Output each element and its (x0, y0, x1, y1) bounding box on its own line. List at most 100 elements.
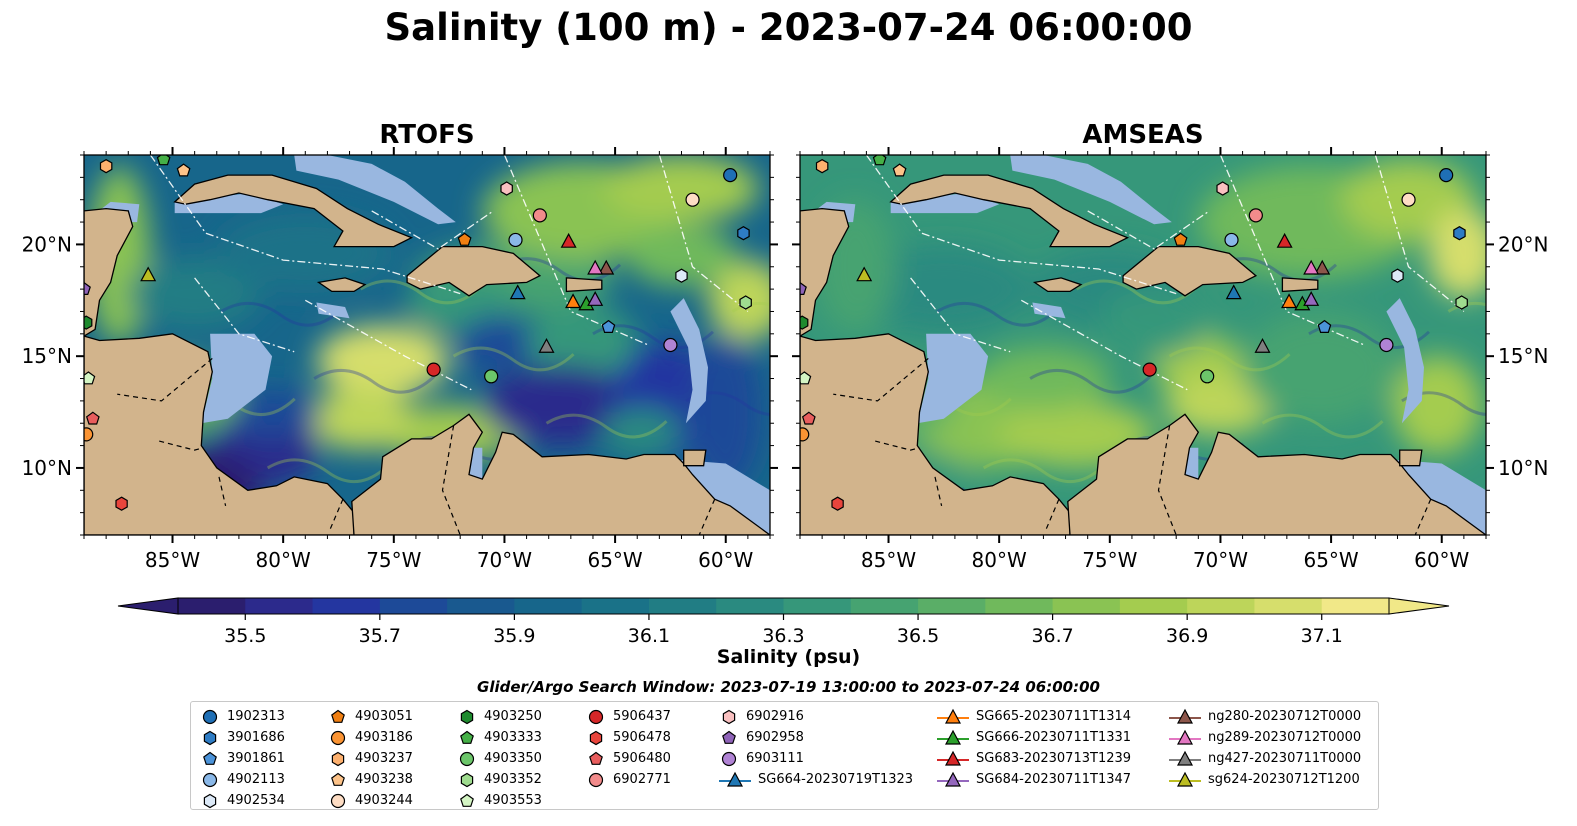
argo-float-4903244 (685, 192, 700, 207)
eez-boundary (149, 155, 461, 295)
colorbar-swatch (514, 598, 583, 614)
argo-float-6903111 (1379, 337, 1394, 353)
colorbar-tick-label: 36.1 (628, 625, 670, 647)
legend-marker-icon (721, 751, 737, 766)
glider-ng289-20230712T0000 (587, 259, 604, 275)
y-tick-label: 20°N (22, 232, 72, 256)
legend-item: 6903111 (718, 748, 913, 769)
figure-title: Salinity (100 m) - 2023-07-24 06:00:00 (384, 6, 1193, 49)
salinity-patch (460, 315, 532, 370)
legend-label: 5906480 (613, 751, 671, 766)
salinity-patch (1428, 208, 1486, 299)
salinity-patch (316, 324, 450, 397)
legend-item: 4903244 (327, 790, 413, 811)
argo-float-4902113 (1224, 232, 1239, 248)
colorbar-tick-label: 35.7 (359, 625, 401, 647)
colorbar-swatch (1187, 598, 1255, 614)
legend-title: Glider/Argo Search Window: 2023-07-19 13… (477, 678, 1100, 696)
salinity-patch (307, 387, 414, 451)
argo-float-4903237 (99, 159, 113, 174)
landmass-cuba (173, 174, 414, 248)
salinity-patch (708, 260, 770, 341)
legend-label: 6902958 (746, 730, 804, 745)
legend-item: 4903250 (456, 706, 542, 727)
legend-item: 6902958 (718, 727, 913, 748)
legend-item: 4903553 (456, 790, 542, 811)
argo-float-4902113 (508, 232, 523, 248)
panel-title-amseas: AMSEAS (1082, 120, 1204, 150)
colorbar-swatch (716, 598, 784, 614)
legend-item: SG666-20230711T1331 (936, 727, 1131, 748)
y-tick-label: 15°N (1498, 344, 1548, 368)
salinity-patch (977, 347, 1110, 410)
legend-marker-icon (203, 730, 217, 745)
x-tick-label: 75°W (366, 548, 421, 572)
argo-float-6902916 (1216, 181, 1229, 196)
glider-ng280-20230712T0000 (1314, 259, 1331, 275)
border-line (833, 357, 929, 402)
colorbar-tick-label: 35.9 (493, 625, 535, 647)
argo-float-1902313 (723, 168, 738, 183)
legend-marker-icon (330, 730, 346, 745)
legend-glider-icon (1169, 708, 1201, 724)
border-line (441, 425, 461, 535)
argo-float-4903051 (1173, 232, 1188, 246)
legend-marker-icon (460, 709, 474, 724)
glider-SG684-20230711T1347 (1303, 291, 1320, 306)
landmass-samerica (351, 413, 770, 535)
marker-layer (800, 155, 1468, 511)
legend-column: 1902313 3901686 3901861 4902113 4902534 (199, 706, 285, 811)
current-streak (220, 301, 343, 327)
argo-float-4903186 (800, 427, 810, 442)
legend-label: 6902916 (746, 709, 804, 724)
argo-float-6903111 (663, 337, 678, 353)
legend-label: sg624-20230712T1200 (1208, 772, 1360, 787)
glider-ng289-20230712T0000 (1303, 259, 1320, 275)
landmass-cuba (889, 174, 1130, 248)
legend-item: 4903350 (456, 748, 542, 769)
salinity-patch (1165, 376, 1276, 435)
legend-item: SG683-20230713T1239 (936, 748, 1131, 769)
legend-label: 3901686 (227, 730, 285, 745)
argo-float-4903250 (84, 315, 93, 330)
x-tick-label: 65°W (587, 548, 642, 572)
x-tick-label: 75°W (1082, 548, 1137, 572)
border-line (117, 357, 213, 402)
shallow-shelf (174, 193, 284, 214)
colorbar-swatch (850, 598, 919, 614)
landmass-puertorico (1281, 277, 1319, 293)
argo-float-6902771 (1248, 208, 1263, 223)
argo-float-6902958 (84, 281, 91, 295)
legend-column: 5906437 5906478 5906480 6902771 (585, 706, 671, 790)
x-tick-label: 80°W (256, 548, 311, 572)
legend-label: 4903553 (484, 793, 542, 808)
argo-float-6902916 (500, 181, 513, 196)
argo-float-4903238 (176, 163, 191, 177)
glider-sg624-20230712T1200 (140, 266, 157, 282)
current-streak (982, 458, 1105, 484)
colorbar-swatch (918, 598, 986, 614)
legend-marker-icon (330, 793, 346, 808)
current-streak (266, 458, 389, 484)
eez-boundary (658, 155, 749, 313)
legend-column: 4903051 4903186 4903237 4903238 4903244 (327, 706, 413, 811)
legend-column: 6902916 6902958 6903111 SG664-20230719T1323 (718, 706, 913, 790)
legend-label: 6902771 (613, 772, 671, 787)
map-panel-rtofs (84, 155, 770, 535)
landmass-samerica (1067, 413, 1486, 535)
colorbar: 35.5 35.7 35.9 36.1 36.3 36.5 36.7 36.9 37.1 (117, 597, 1450, 647)
y-tick-label: 20°N (1498, 232, 1548, 256)
argo-float-4903352 (1455, 295, 1468, 310)
border-line (875, 440, 920, 451)
argo-float-4902534 (675, 268, 688, 283)
border-line (698, 498, 716, 535)
legend-item: 1902313 (199, 706, 285, 727)
glider-ng280-20230712T0000 (598, 259, 615, 275)
legend-marker-icon (460, 730, 474, 744)
legend-marker-icon (331, 709, 345, 723)
map-panel-amseas (800, 155, 1486, 535)
legend-marker-icon (722, 709, 736, 724)
argo-float-6902958 (800, 281, 807, 295)
salinity-patch (482, 365, 638, 446)
legend-glider-icon (937, 729, 969, 745)
